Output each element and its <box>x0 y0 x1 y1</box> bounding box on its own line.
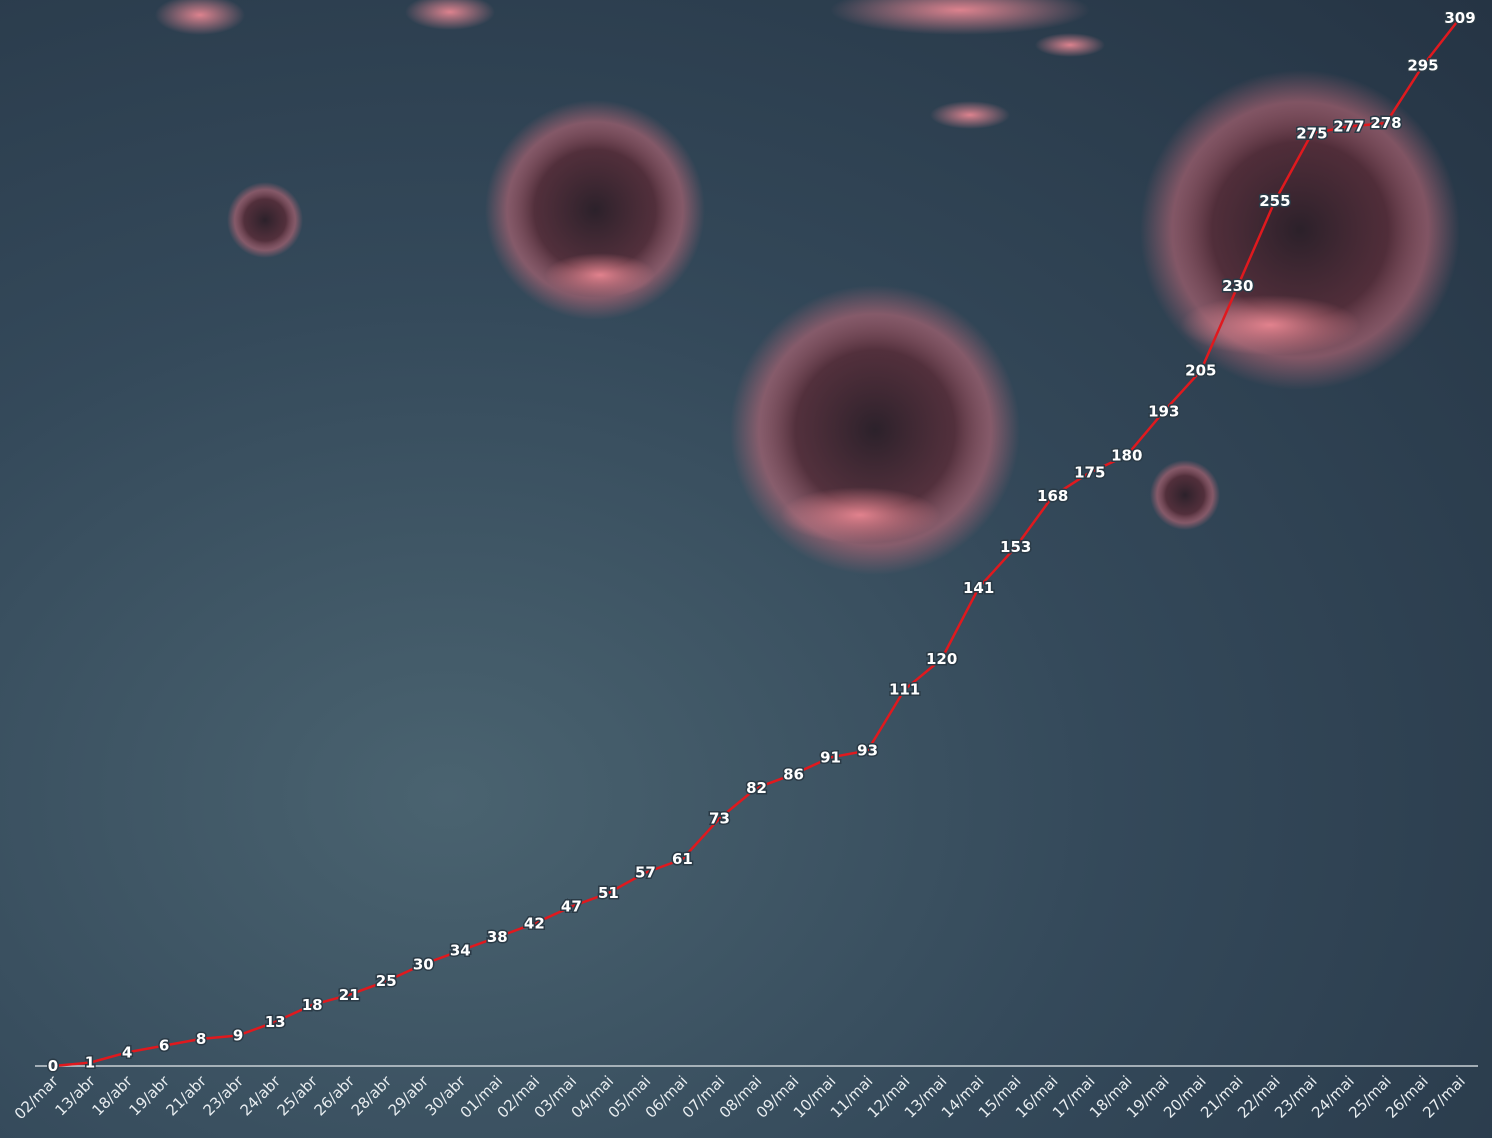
data-labels: 0 1 4 6 8 9 13 18 21 25 30 34 38 42 47 51 57 61 73 82 86 91 93… <box>46 8 1477 1077</box>
data-label: 9 <box>233 1026 243 1044</box>
virus-particle <box>1150 460 1220 530</box>
virus-background-image <box>155 0 1460 575</box>
data-label: 278 <box>1370 114 1401 132</box>
data-label: 86 <box>783 765 804 783</box>
virus-highlight <box>545 253 655 297</box>
data-label: 230 <box>1222 277 1253 295</box>
data-label: 47 <box>561 898 582 916</box>
data-label: 25 <box>376 972 397 990</box>
x-tick-label: 25/abr <box>274 1072 322 1120</box>
data-label: 42 <box>524 915 545 933</box>
series-line <box>52 17 1461 1068</box>
data-label: 120 <box>926 650 957 668</box>
data-label: 153 <box>1000 538 1031 556</box>
x-tick-label: 19/abr <box>126 1072 174 1120</box>
virus-highlight <box>1180 295 1360 355</box>
data-label: 93 <box>857 742 878 760</box>
virus-particle <box>227 182 303 258</box>
data-label: 34 <box>450 942 471 960</box>
virus-highlight <box>405 0 495 30</box>
data-label: 180 <box>1111 447 1142 465</box>
data-label: 295 <box>1407 56 1438 74</box>
data-label: 168 <box>1037 487 1068 505</box>
virus-highlight <box>780 487 940 543</box>
data-label: 309 <box>1444 9 1475 27</box>
data-label: 277 <box>1333 118 1364 136</box>
data-label: 57 <box>635 864 656 882</box>
x-tick-label: 02/mar <box>11 1072 63 1124</box>
x-tick-label: 26/abr <box>311 1072 359 1120</box>
x-tick-label: 27/mai <box>1419 1072 1469 1122</box>
data-label: 205 <box>1185 362 1216 380</box>
data-label: 91 <box>820 748 841 766</box>
virus-highlight <box>830 0 1090 35</box>
x-tick-labels: 02/mar13/abr18/abr19/abr21/abr23/abr24/a… <box>11 1072 1469 1124</box>
data-label: 0 <box>48 1057 58 1075</box>
x-tick-label: 13/abr <box>51 1072 99 1120</box>
data-label: 175 <box>1074 463 1105 481</box>
x-tick-label: 28/abr <box>348 1072 396 1120</box>
x-tick-label: 18/abr <box>88 1072 136 1120</box>
virus-particle <box>485 100 705 320</box>
virus-highlight <box>1035 33 1105 57</box>
data-label: 141 <box>963 579 994 597</box>
data-label: 61 <box>672 850 693 868</box>
x-tick-label: 23/abr <box>200 1072 248 1120</box>
x-tick-label: 29/abr <box>385 1072 433 1120</box>
data-label: 30 <box>413 955 434 973</box>
data-label: 193 <box>1148 402 1179 420</box>
data-label: 8 <box>196 1030 206 1048</box>
data-label: 6 <box>159 1037 169 1055</box>
data-label: 111 <box>889 681 920 699</box>
data-label: 4 <box>122 1043 132 1061</box>
virus-highlight <box>930 101 1010 129</box>
x-tick-label: 24/abr <box>237 1072 285 1120</box>
data-label: 73 <box>709 809 730 827</box>
data-label: 38 <box>487 928 508 946</box>
data-label: 1 <box>85 1054 95 1072</box>
virus-highlight <box>155 0 245 35</box>
data-label: 51 <box>598 884 619 902</box>
data-label: 275 <box>1296 124 1327 142</box>
data-label: 21 <box>339 986 360 1004</box>
data-label: 13 <box>265 1013 286 1031</box>
data-label: 18 <box>302 996 323 1014</box>
data-label: 255 <box>1259 192 1290 210</box>
x-tick-label: 21/abr <box>163 1072 211 1120</box>
data-label: 82 <box>746 779 767 797</box>
